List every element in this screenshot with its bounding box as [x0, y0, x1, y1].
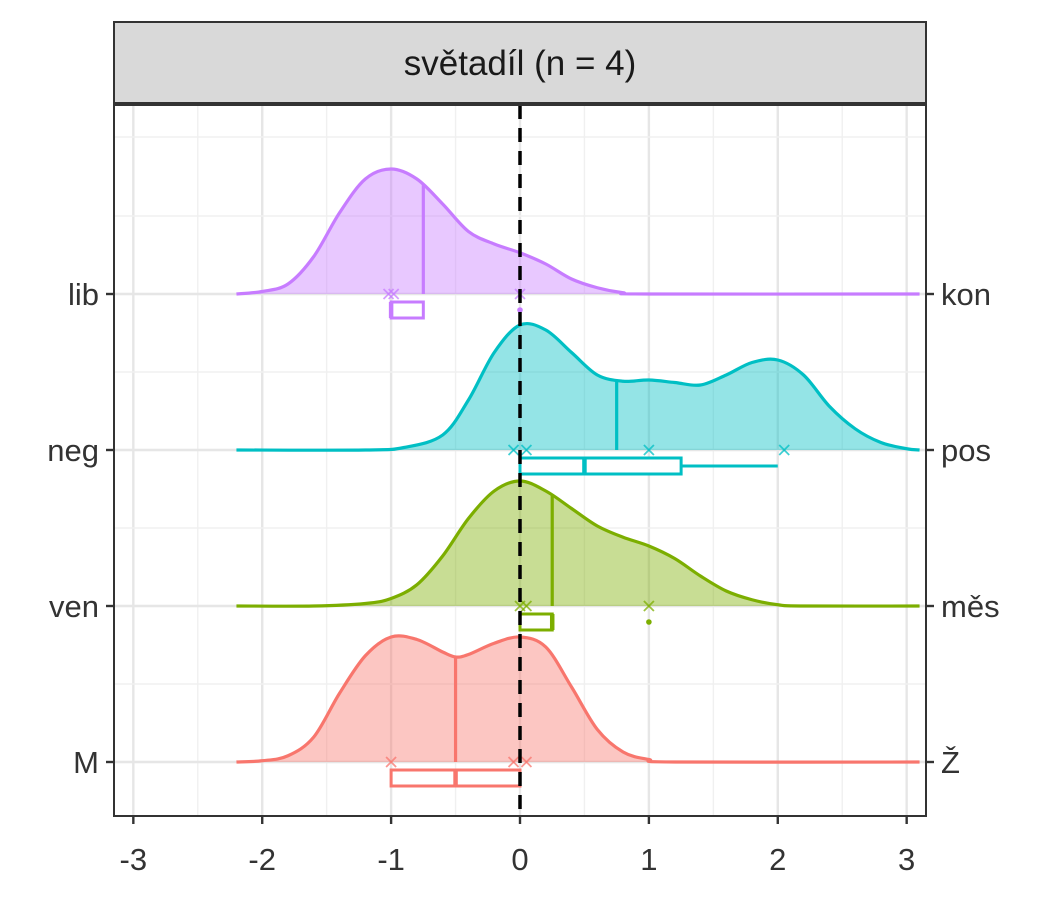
box-rect	[518, 456, 683, 476]
box-rect	[389, 300, 425, 320]
point-stroke	[520, 600, 533, 612]
point-stroke	[507, 756, 520, 768]
point-stroke	[778, 444, 790, 456]
point-stroke	[507, 444, 520, 456]
data-point	[388, 288, 400, 300]
ridge-ven	[236, 479, 920, 632]
density-area	[236, 323, 920, 451]
y-label-right: pos	[941, 433, 991, 468]
strip-background	[113, 21, 927, 104]
ridges	[236, 167, 920, 788]
data-point	[520, 600, 533, 612]
data-point	[507, 444, 520, 456]
density-line	[236, 167, 920, 296]
x-tick-label: -2	[248, 842, 276, 877]
density-line	[236, 634, 920, 764]
point-stroke	[388, 288, 400, 300]
point-stroke	[643, 444, 655, 456]
ridge-lib	[236, 167, 920, 320]
data-point	[507, 756, 520, 768]
box-rect	[518, 612, 554, 632]
density-area	[236, 169, 920, 295]
x-tick-label: -3	[120, 842, 148, 877]
y-label-right: kon	[941, 277, 991, 312]
x-tick-label: 3	[898, 842, 915, 877]
data-point	[643, 444, 655, 456]
density-line	[236, 479, 920, 608]
y-label-right: Ž	[941, 745, 960, 780]
strip-title: světadíl (n = 4)	[404, 44, 636, 83]
data-point	[778, 444, 790, 456]
data-point	[520, 444, 533, 456]
y-label-left: lib	[68, 277, 99, 312]
x-tick-label: 1	[640, 842, 657, 877]
data-point	[385, 756, 397, 768]
y-label-right: měs	[941, 589, 1000, 624]
box-outlier	[646, 619, 652, 625]
point-stroke	[385, 756, 397, 768]
point-stroke	[643, 600, 655, 612]
point-stroke	[520, 444, 533, 456]
box-outlier	[517, 307, 523, 313]
data-point	[382, 288, 395, 300]
ridge-M	[236, 634, 920, 788]
point-stroke	[382, 288, 395, 300]
x-tick-label: 0	[511, 842, 528, 877]
y-label-left: neg	[47, 433, 99, 468]
ridge-neg	[236, 321, 920, 476]
density-line	[236, 321, 920, 452]
point-stroke	[520, 756, 533, 768]
data-point	[520, 756, 533, 768]
y-label-left: M	[73, 745, 99, 780]
x-tick-label: 2	[769, 842, 786, 877]
density-area	[236, 481, 920, 607]
x-tick-label: -1	[377, 842, 405, 877]
y-label-left: ven	[49, 589, 99, 624]
data-point	[643, 600, 655, 612]
